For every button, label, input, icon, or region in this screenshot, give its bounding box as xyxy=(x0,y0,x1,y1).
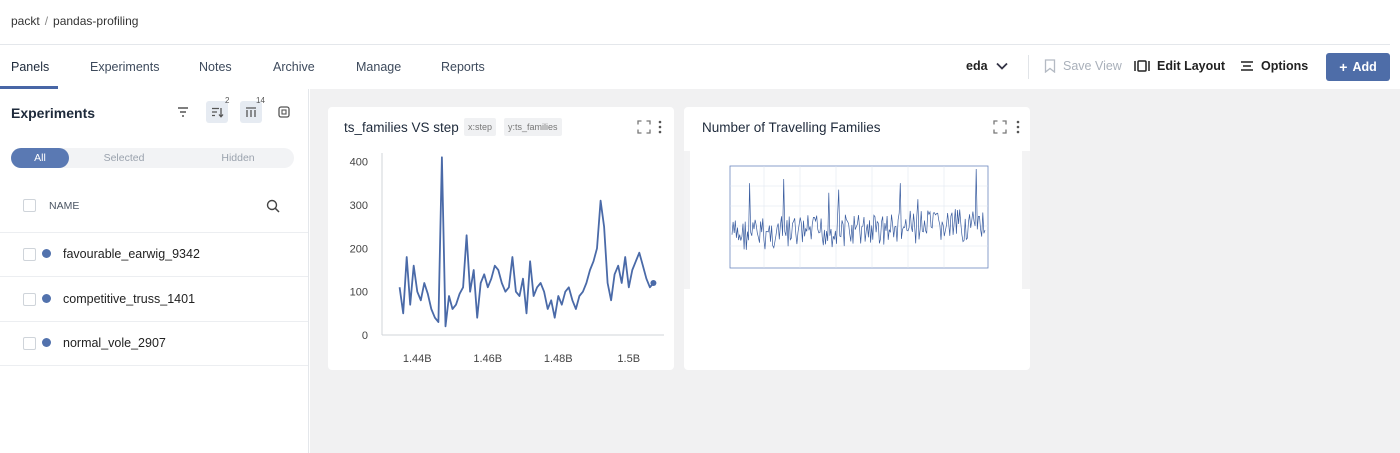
filter-button[interactable] xyxy=(172,101,194,123)
experiment-color-dot xyxy=(42,294,51,303)
columns-button[interactable] xyxy=(240,101,262,123)
panel-title: Number of Travelling Families xyxy=(702,120,881,135)
toolbar-divider xyxy=(1028,55,1029,79)
more-vertical-icon[interactable] xyxy=(658,120,662,134)
frame-icon xyxy=(278,106,290,118)
edit-layout-label: Edit Layout xyxy=(1157,59,1226,73)
options-label: Options xyxy=(1261,59,1309,73)
x-tick-label: 1.44B xyxy=(403,353,432,365)
fullscreen-icon[interactable] xyxy=(637,120,651,134)
x-tick-label: 1.46B xyxy=(473,353,502,365)
save-view-label: Save View xyxy=(1063,59,1122,73)
columns-icon xyxy=(246,106,256,117)
tab-notes[interactable]: Notes xyxy=(199,60,232,74)
screenshot-button[interactable] xyxy=(273,101,295,123)
y-tick-label: 100 xyxy=(350,287,368,299)
breadcrumb-org[interactable]: packt xyxy=(11,14,40,28)
sort-button[interactable] xyxy=(206,101,228,123)
experiment-color-dot xyxy=(42,249,51,258)
experiment-color-dot xyxy=(42,338,51,347)
sort-count-badge: 2 xyxy=(225,96,230,105)
sidebar-title: Experiments xyxy=(11,105,96,121)
table-row[interactable]: competitive_truss_1401 xyxy=(0,278,308,322)
panels-area: ts_families VS step x:step y:ts_families… xyxy=(310,89,1400,453)
active-tab-indicator xyxy=(0,86,58,89)
tab-reports[interactable]: Reports xyxy=(441,60,485,74)
breadcrumb: packt / pandas-profiling xyxy=(11,14,138,28)
breadcrumb-separator: / xyxy=(44,14,49,28)
tab-panels[interactable]: Panels xyxy=(11,60,50,74)
filter-selected[interactable]: Selected xyxy=(103,152,145,164)
y-tick-label: 400 xyxy=(350,157,368,169)
experiment-name[interactable]: competitive_truss_1401 xyxy=(63,292,196,306)
series-end-point xyxy=(650,280,657,286)
save-view-button[interactable]: Save View xyxy=(1044,59,1122,73)
search-icon[interactable] xyxy=(266,199,280,213)
sort-icon xyxy=(211,107,223,118)
more-vertical-icon[interactable] xyxy=(1016,120,1020,134)
y-axis-chip: y:ts_families xyxy=(504,118,562,136)
select-all-checkbox[interactable] xyxy=(23,199,36,212)
experiments-sidebar: Experiments 2 14 All Selected Hidden NAM… xyxy=(0,89,309,453)
plus-icon: + xyxy=(1339,59,1348,75)
y-tick-label: 200 xyxy=(350,243,368,255)
options-icon xyxy=(1241,61,1253,71)
experiment-name[interactable]: normal_vole_2907 xyxy=(63,336,166,350)
table-row[interactable]: normal_vole_2907 xyxy=(0,322,308,366)
project-navbar: Panels Experiments Notes Archive Manage … xyxy=(0,44,1390,89)
row-checkbox[interactable] xyxy=(23,248,36,261)
tab-manage[interactable]: Manage xyxy=(356,60,402,74)
visibility-filter: All Selected Hidden xyxy=(11,148,294,168)
columns-count-badge: 14 xyxy=(256,96,265,105)
table-row[interactable]: favourable_earwig_9342 xyxy=(0,233,308,277)
y-tick-label: 0 xyxy=(362,330,368,342)
chevron-down-icon xyxy=(995,62,1008,70)
view-select-value: eda xyxy=(966,59,988,73)
fullscreen-icon[interactable] xyxy=(993,120,1007,134)
series-line xyxy=(398,156,655,328)
line-chart: 0 100 200 300 400 1.44B 1.46B 1.48B 1.5B xyxy=(350,153,664,365)
row-checkbox[interactable] xyxy=(23,337,36,350)
plot-thumbnail-image xyxy=(690,151,1022,289)
breadcrumb-project[interactable]: pandas-profiling xyxy=(53,14,139,28)
name-column-header[interactable]: NAME xyxy=(49,200,80,212)
filter-icon xyxy=(178,107,188,117)
x-tick-label: 1.48B xyxy=(544,353,573,365)
line-chart-panel: ts_families VS step x:step y:ts_families… xyxy=(328,107,674,370)
y-tick-label: 300 xyxy=(350,200,368,212)
add-button[interactable]: + Add xyxy=(1326,53,1390,81)
row-checkbox[interactable] xyxy=(23,293,36,306)
tab-experiments[interactable]: Experiments xyxy=(90,60,160,74)
plot-image-frame xyxy=(684,151,1030,289)
experiments-table-header: NAME xyxy=(0,189,308,233)
image-panel: Number of Travelling Families xyxy=(684,107,1030,370)
panel-title: ts_families VS step xyxy=(344,120,459,135)
add-label: Add xyxy=(1352,60,1377,74)
x-axis-chip: x:step xyxy=(464,118,497,136)
tab-archive[interactable]: Archive xyxy=(273,60,315,74)
filter-hidden[interactable]: Hidden xyxy=(221,152,255,164)
view-select[interactable]: eda xyxy=(966,59,1008,73)
bookmark-icon xyxy=(1044,59,1056,73)
options-button[interactable]: Options xyxy=(1240,59,1308,73)
filter-all[interactable]: All xyxy=(11,148,69,168)
edit-layout-button[interactable]: Edit Layout xyxy=(1134,59,1225,73)
layout-icon xyxy=(1134,60,1150,72)
experiment-name[interactable]: favourable_earwig_9342 xyxy=(63,247,200,261)
x-tick-label: 1.5B xyxy=(617,353,640,365)
